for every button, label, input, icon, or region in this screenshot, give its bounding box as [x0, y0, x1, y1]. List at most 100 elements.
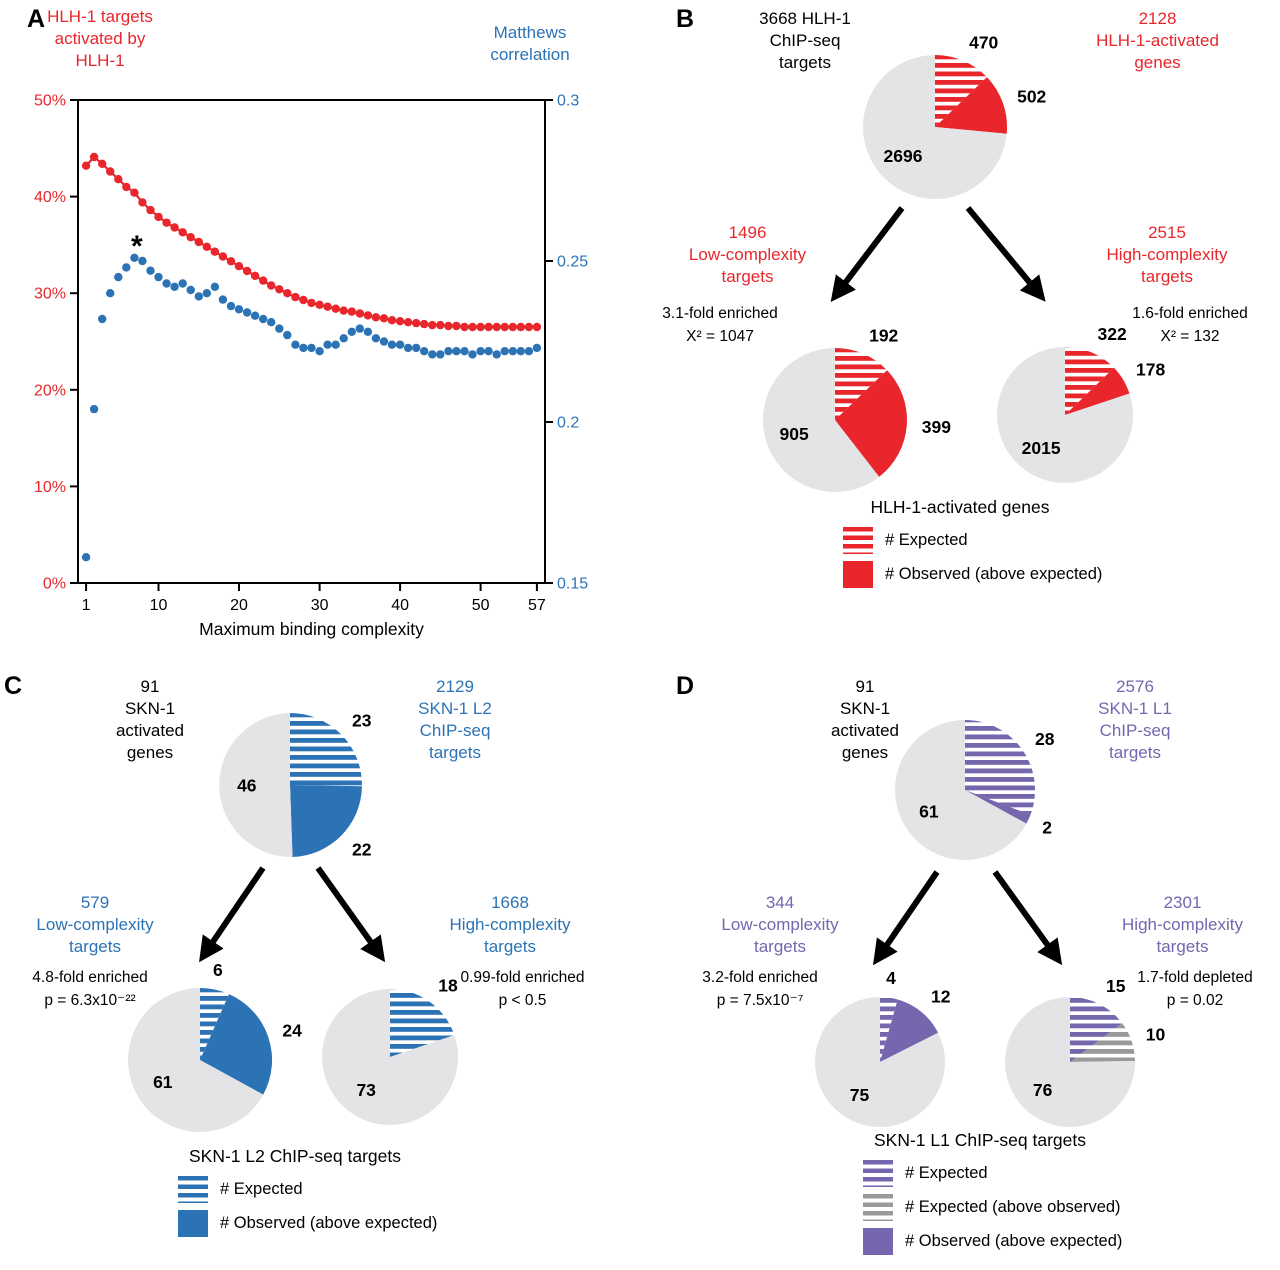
pie-slice-observed: [835, 370, 907, 477]
svg-text:20: 20: [230, 597, 248, 614]
svg-text:40%: 40%: [34, 189, 66, 206]
svg-text:57: 57: [528, 597, 546, 614]
b-legend: HLH-1-activated genes # Expected # Obser…: [755, 497, 1165, 595]
pie-value-label: 61: [153, 1072, 173, 1092]
panel-d: D 91 SKN-1 activated genes 2576 SKN-1 L1…: [640, 640, 1280, 1270]
pie-slice-plain: [996, 347, 1133, 483]
pie-slice-plain: [219, 713, 293, 858]
pie-value-label: 178: [1136, 360, 1165, 380]
pie-value-label: 28: [1035, 729, 1055, 749]
c-low-complexity-stats: 4.8-fold enriched p = 6.3x10⁻²²: [32, 969, 148, 1010]
b-activated-genes-title: 2128 HLH-1-activated genes: [1096, 9, 1219, 73]
b-high-complexity-title: 2515 High-complexity targets: [1106, 223, 1228, 287]
panel-d-letter: D: [676, 672, 695, 700]
pie-value-label: 2: [1042, 818, 1052, 838]
pie-slice-expected: [200, 988, 229, 1060]
d-chipseq-targets-title: 2576 SKN-1 L1 ChIP-seq targets: [1098, 677, 1172, 763]
pie-slice-observed: [965, 790, 1031, 824]
c-high-complexity-title: 1668 High-complexity targets: [449, 893, 571, 957]
d-legend-title: SKN-1 L1 ChIP-seq targets: [873, 1130, 1087, 1150]
svg-text:1: 1: [82, 597, 91, 614]
pie-value-label: 399: [922, 417, 951, 437]
c-legend-title: SKN-1 L2 ChIP-seq targets: [188, 1146, 402, 1166]
legend-row: # Expected (above observed): [863, 1194, 1185, 1221]
svg-text:10: 10: [150, 597, 168, 614]
pie-value-label: 23: [352, 711, 372, 731]
pie-slice-observed: [1065, 367, 1130, 415]
pie-slice-observed: [880, 999, 939, 1062]
pie-slice-plain: [1005, 997, 1136, 1127]
pie-value-label: 322: [1098, 324, 1127, 344]
pie-slice-expected: [390, 989, 455, 1057]
pie-slice-expected: [1070, 997, 1123, 1062]
pie-slice-expected: [835, 348, 887, 420]
pie-value-label: 10: [1146, 1025, 1166, 1045]
pie-slice-expected: [290, 713, 363, 787]
panel-c-letter: C: [4, 672, 23, 700]
panel-c: C 91 SKN-1 activated genes 2129 SKN-1 L2…: [0, 640, 640, 1270]
pie-slice-plain: [322, 989, 459, 1125]
observed-swatch: [178, 1210, 208, 1237]
expected-swatch: [843, 527, 873, 554]
legend-row: # Observed (above expected): [863, 1228, 1185, 1255]
pie-slice-plain: [894, 720, 1027, 860]
pie-slice-plain: [762, 348, 880, 492]
svg-text:40: 40: [391, 597, 409, 614]
svg-text:0.3: 0.3: [557, 93, 579, 110]
expected-swatch: [178, 1176, 208, 1203]
d-legend: SKN-1 L1 ChIP-seq targets # Expected # E…: [775, 1130, 1185, 1262]
observed-label: # Observed (above expected): [220, 1214, 438, 1232]
pie-value-label: 24: [282, 1020, 302, 1040]
panel-a-letter: A: [27, 5, 46, 33]
b-high-complexity-stats: 1.6-fold enriched X² = 132: [1132, 305, 1248, 346]
b-high-complexity-pie: 322 178 2015: [996, 324, 1165, 483]
svg-text:0.15: 0.15: [557, 576, 588, 593]
d-low-complexity-pie: 4 12 75: [815, 968, 951, 1127]
expected-label: # Expected: [220, 1180, 303, 1198]
panel-a: A HLH-1 targets activated by HLH-1 Matth…: [0, 0, 640, 640]
b-all-targets-pie: 470 502 2696: [863, 32, 1047, 199]
observed-swatch: [863, 1228, 893, 1255]
svg-text:20%: 20%: [34, 382, 66, 399]
d-low-complexity-stats: 3.2-fold enriched p = 7.5x10⁻⁷: [702, 969, 818, 1010]
expected-above-observed-swatch: [863, 1194, 893, 1221]
d-activated-genes-title: 91 SKN-1 activated genes: [830, 677, 900, 763]
pie-value-label: 470: [969, 32, 998, 52]
svg-text:30: 30: [311, 597, 329, 614]
legend-row: # Expected: [843, 527, 1165, 554]
peak-asterisk: *: [131, 230, 143, 263]
svg-text:0.2: 0.2: [557, 415, 579, 432]
pie-slice-plain: [863, 55, 1007, 199]
c-high-complexity-stats: 0.99-fold enriched p < 0.5: [460, 969, 585, 1010]
pie-value-label: 61: [919, 801, 939, 821]
pie-value-label: 192: [869, 325, 898, 345]
pie-slice-expected: [1065, 346, 1114, 415]
c-all-genes-pie: 23 22 46: [219, 711, 372, 860]
expected-label: # Expected: [905, 1164, 988, 1182]
d-low-complexity-title: 344 Low-complexity targets: [721, 893, 839, 957]
pie-value-label: 76: [1033, 1080, 1053, 1100]
observed-label: # Observed (above expected): [885, 565, 1103, 583]
d-high-complexity-title: 2301 High-complexity targets: [1122, 893, 1243, 957]
b-low-complexity-stats: 3.1-fold enriched X² = 1047: [662, 305, 778, 346]
left-axis-title: HLH-1 targets activated by HLH-1: [47, 7, 153, 71]
pie-value-label: 502: [1017, 87, 1046, 107]
b-legend-title: HLH-1-activated genes: [870, 497, 1050, 517]
plot-frame: [77, 99, 546, 584]
d-high-complexity-pie: 15 10 76: [1005, 976, 1166, 1127]
axes-ticks: 0% 10% 20% 30% 40% 50% 0.15 0.2 0.25 0.3 1 10 20 30 40…: [34, 93, 588, 615]
pie-slice-observed: [935, 77, 1008, 134]
panel-b-letter: B: [676, 5, 695, 33]
c-low-complexity-pie: 6 24 61: [128, 960, 302, 1132]
pie-value-label: 75: [850, 1085, 870, 1105]
panel-b: B 3668 HLH-1 ChIP-seq targets 2128 HLH-1…: [640, 0, 1280, 640]
pie-slice-plain: [815, 997, 946, 1127]
pie-value-label: 905: [779, 424, 808, 444]
pie-value-label: 2015: [1022, 438, 1061, 458]
pie-slice-expected: [935, 55, 987, 127]
pie-slice-observed: [290, 785, 362, 857]
pie-slice-expected_gray: [1070, 1023, 1135, 1062]
pie-value-label: 73: [356, 1080, 376, 1100]
c-chipseq-targets-title: 2129 SKN-1 L2 ChIP-seq targets: [418, 677, 492, 763]
